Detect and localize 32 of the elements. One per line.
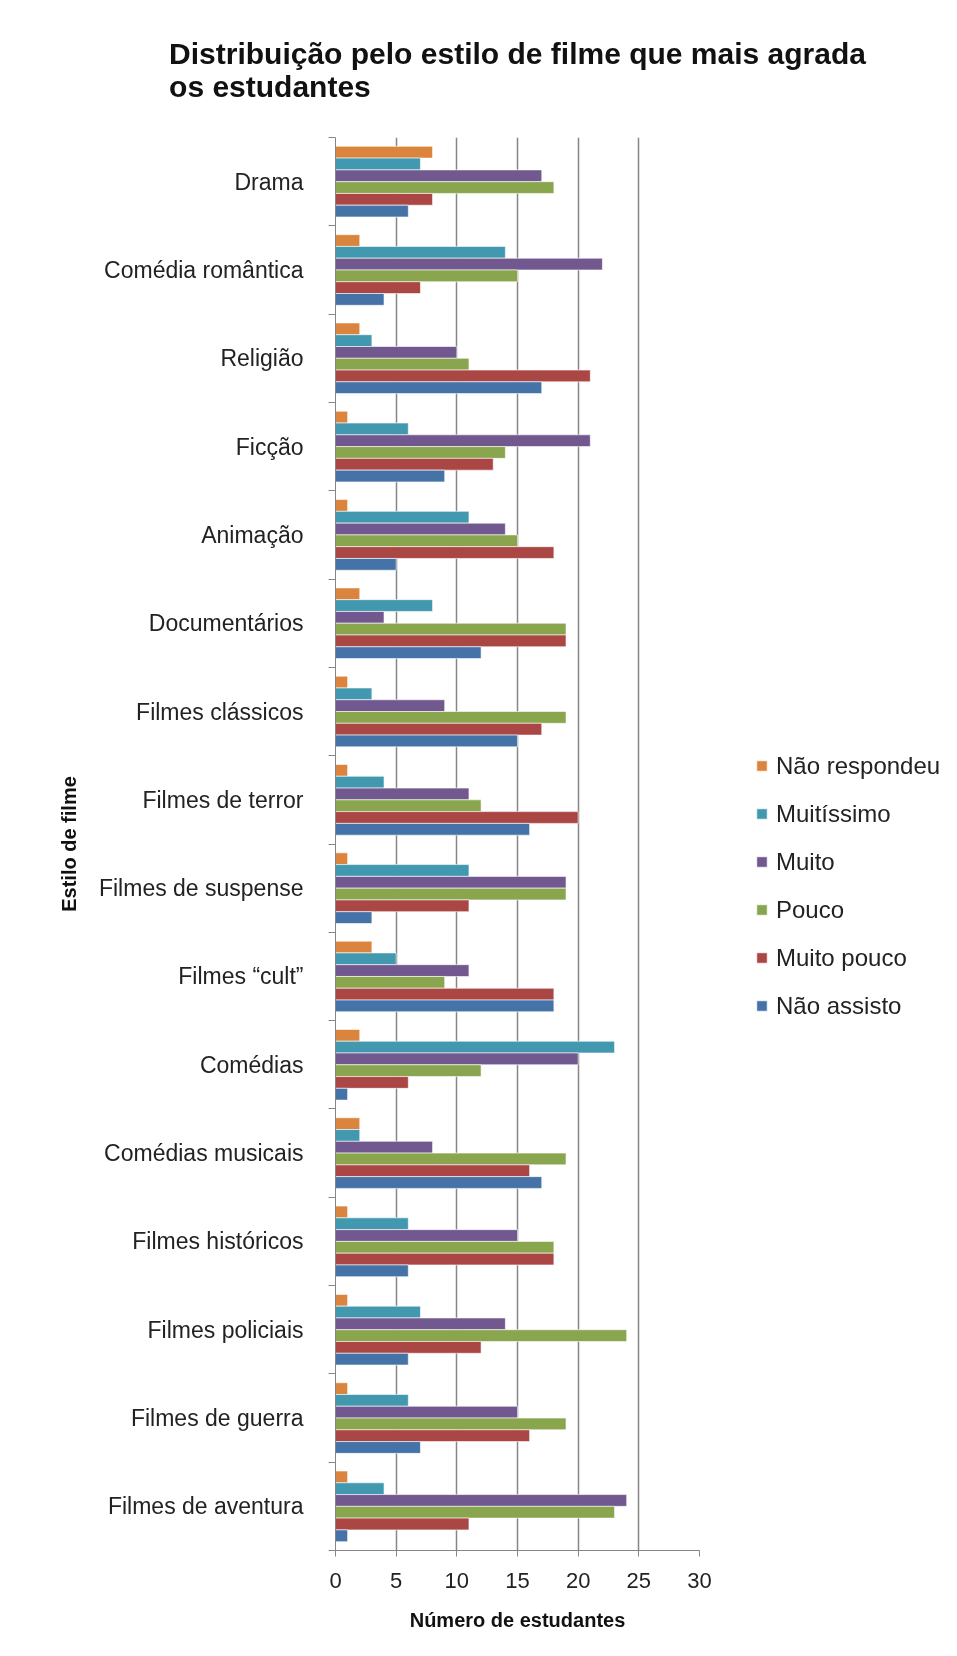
legend-label: Não assisto — [776, 991, 902, 1020]
y-axis-title: Estilo de filme — [57, 776, 80, 912]
x-tick-label: 25 — [626, 1567, 652, 1593]
x-tick-label: 10 — [444, 1567, 470, 1593]
y-tick-label: Filmes clássicos — [136, 698, 304, 725]
y-tick-label: Filmes policiais — [147, 1316, 304, 1343]
y-tick-label: Documentários — [148, 610, 304, 637]
x-tick-label: 15 — [505, 1567, 530, 1593]
y-tick-label: Animação — [201, 521, 304, 548]
y-tick-label: Filmes de terror — [142, 786, 304, 813]
y-tick-label: Ficção — [235, 433, 304, 460]
chart-title: Distribuição pelo estilo de filme que mais agrada os estudantes — [169, 37, 867, 103]
y-tick-label: Drama — [234, 168, 304, 195]
legend-label: Não respondeu — [776, 751, 941, 780]
legend-label: Muito pouco — [776, 943, 907, 972]
y-tick-label: Filmes de guerra — [130, 1405, 304, 1432]
x-tick-label: 20 — [565, 1567, 591, 1593]
x-tick-label: 0 — [329, 1567, 342, 1593]
y-tick-label: Religião — [220, 345, 304, 372]
legend-label: Pouco — [776, 895, 845, 924]
y-tick-label: Filmes “cult” — [178, 963, 304, 990]
y-tick-label: Filmes de suspense — [98, 875, 304, 902]
x-axis-title: Número de estudantes — [409, 1608, 626, 1631]
y-tick-label: Comédias musicais — [104, 1140, 304, 1167]
y-tick-label: Comédia romântica — [104, 256, 304, 283]
legend-label: Muito — [776, 847, 835, 876]
y-tick-label: Filmes de aventura — [107, 1493, 304, 1520]
legend-label: Muitíssimo — [776, 799, 891, 828]
y-tick-label: Filmes históricos — [132, 1228, 304, 1255]
x-tick-label: 30 — [687, 1567, 712, 1593]
y-tick-label: Comédias — [199, 1051, 304, 1078]
x-tick-label: 5 — [390, 1567, 403, 1593]
